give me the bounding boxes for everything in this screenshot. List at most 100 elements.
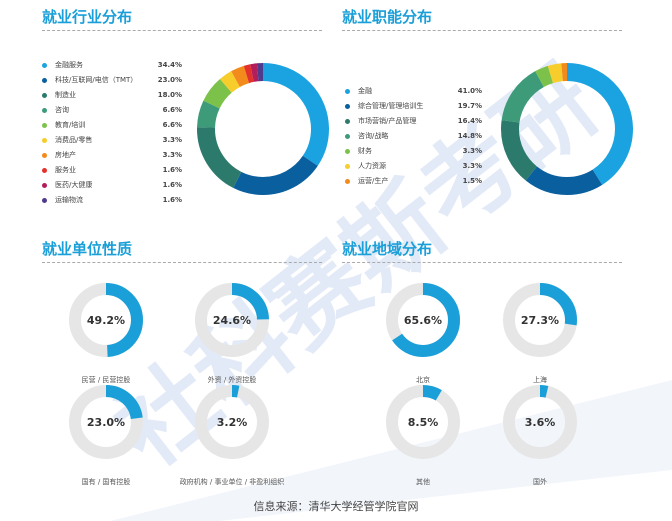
legend-swatch [345,149,350,154]
legend-item: 教育/培训 6.6% [42,118,182,133]
gauge-beijing-ring: 65.6% [386,283,460,357]
gauge-fill [195,283,269,357]
legend-swatch [42,108,47,113]
legend-label: 制造业 [55,91,76,99]
donut-slice [197,63,329,195]
gauge-private-ring: 49.2% [69,283,143,357]
legend-value: 34.4% [157,61,182,69]
gauge-percent-label: 49.2% [87,314,125,327]
gauge-government-ring: 3.2% [195,385,269,459]
legend-value: 6.6% [162,106,182,114]
donut-slice [501,63,633,195]
gauge-state-owned-ring: 23.0% [69,385,143,459]
legend-item: 运营/生产 1.5% [345,174,482,189]
legend-value: 6.6% [162,121,182,129]
legend-swatch [345,134,350,139]
legend-swatch [345,164,350,169]
legend-label: 人力资源 [358,162,386,170]
legend-value: 18.0% [157,91,182,99]
legend-swatch [42,138,47,143]
legend-item: 运输物流 1.6% [42,193,182,208]
legend-item: 咨询 6.6% [42,103,182,118]
legend-label: 运营/生产 [358,177,389,185]
gauge-percent-label: 24.6% [213,314,251,327]
legend-value: 3.3% [162,136,182,144]
gauge-fill [69,283,143,357]
gauge-shanghai: 27.3% 上海 [480,278,600,388]
donut-slice [501,63,633,195]
legend-swatch [42,183,47,188]
function-legend: 金融 41.0% 综合管理/管理培训生 19.7% 市场营销/产品管理 16.4% 咨询/战… [345,84,482,189]
function-section-title: 就业职能分布 [342,8,433,26]
legend-value: 19.7% [457,102,482,110]
region-divider [342,262,622,263]
legend-value: 3.3% [462,162,482,170]
legend-value: 1.6% [162,196,182,204]
legend-item: 金融服务 34.4% [42,58,182,73]
gauge-abroad-ring: 3.6% [503,385,577,459]
legend-label: 市场营销/产品管理 [358,117,417,125]
gauge-foreign: 24.6% 外资 / 外资控股 [172,278,292,388]
gauge-percent-label: 27.3% [521,314,559,327]
legend-item: 制造业 18.0% [42,88,182,103]
legend-item: 医药/大健康 1.6% [42,178,182,193]
legend-value: 14.8% [457,132,482,140]
legend-label: 财务 [358,147,372,155]
function-divider [342,30,622,31]
legend-item: 金融 41.0% [345,84,482,99]
legend-swatch [345,104,350,109]
gauge-other-ring: 8.5% [386,385,460,459]
legend-value: 41.0% [457,87,482,95]
legend-item: 服务业 1.6% [42,163,182,178]
legend-swatch [345,119,350,124]
gauge-percent-label: 65.6% [404,314,442,327]
gauge-fill [386,283,460,357]
legend-value: 3.3% [162,151,182,159]
gauge-fill [386,385,460,459]
legend-label: 咨询/战略 [358,132,389,140]
gauge-government-caption: 政府机构 / 事业单位 / 非盈利组织 [179,478,285,486]
legend-value: 16.4% [457,117,482,125]
legend-label: 房地产 [55,151,76,159]
legend-item: 市场营销/产品管理 16.4% [345,114,482,129]
gauge-abroad-caption: 国外 [533,478,547,486]
legend-swatch [42,168,47,173]
legend-item: 综合管理/管理培训生 19.7% [345,99,482,114]
gauge-fill [503,385,577,459]
legend-label: 消费品/零售 [55,136,93,144]
legend-label: 金融 [358,87,372,95]
legend-swatch [42,198,47,203]
gauge-beijing: 65.6% 北京 [363,278,483,388]
gauge-fill [195,385,269,459]
gauge-other: 8.5% 其他 [363,380,483,490]
gauge-percent-label: 8.5% [408,416,439,429]
legend-item: 消费品/零售 3.3% [42,133,182,148]
industry-section-title: 就业行业分布 [42,8,133,26]
industry-legend: 金融服务 34.4% 科技/互联网/电信（TMT） 23.0% 制造业 18.0% 咨询 6.… [42,58,182,208]
legend-label: 金融服务 [55,61,83,69]
donut-slice [197,63,329,195]
gauge-state-owned: 23.0% 国有 / 国有控股 [46,380,166,490]
legend-label: 服务业 [55,166,76,174]
legend-value: 1.6% [162,181,182,189]
legend-swatch [42,153,47,158]
legend-value: 1.5% [462,177,482,185]
legend-item: 科技/互联网/电信（TMT） 23.0% [42,73,182,88]
source-note: 信息来源：清华大学经管学院官网 [253,500,419,513]
gauge-beijing-caption: 北京 [416,376,430,384]
function-donut-chart [501,63,633,195]
unit-type-divider [42,262,322,263]
legend-swatch [42,123,47,128]
legend-value: 1.6% [162,166,182,174]
legend-label: 综合管理/管理培训生 [358,102,424,110]
gauge-percent-label: 23.0% [87,416,125,429]
gauge-percent-label: 3.6% [525,416,556,429]
unit-type-section-title: 就业单位性质 [42,240,133,258]
gauge-foreign-ring: 24.6% [195,283,269,357]
gauge-other-caption: 其他 [416,478,430,486]
gauge-private: 49.2% 民营 / 民营控股 [46,278,166,388]
legend-swatch [42,78,47,83]
gauge-fill [69,385,143,459]
legend-swatch [345,89,350,94]
legend-label: 科技/互联网/电信（TMT） [55,76,138,84]
